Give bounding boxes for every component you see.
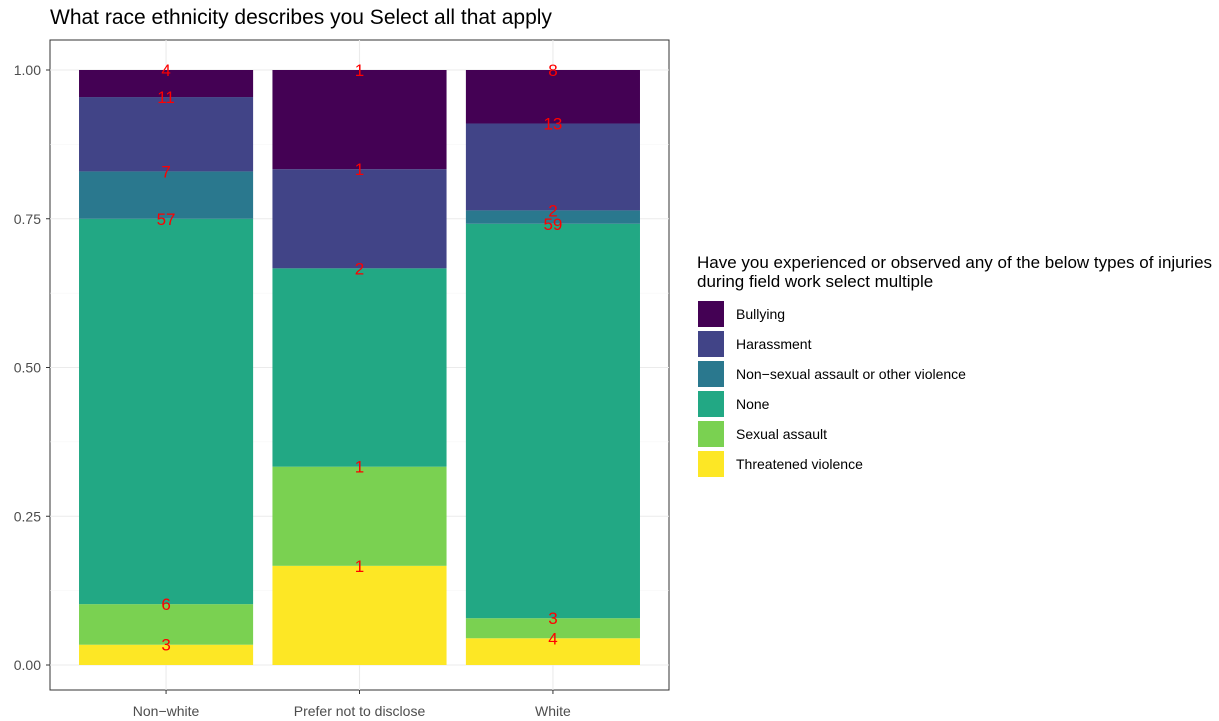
bar-segment [272, 466, 447, 566]
legend-label: Harassment [736, 336, 812, 352]
y-tick-label: 0.75 [14, 211, 41, 227]
bar-segment [79, 70, 254, 98]
legend-item: Bullying [697, 299, 1217, 329]
chart-title: What race ethnicity describes you Select… [50, 6, 552, 29]
y-tick-label: 1.00 [14, 62, 41, 78]
x-tick-label: Non−white [133, 703, 200, 719]
bar-segment [272, 70, 447, 170]
legend-key [697, 330, 725, 358]
bar-segment [465, 638, 640, 665]
legend-key [697, 450, 725, 478]
bar-segment [272, 169, 447, 269]
count-label: 2 [548, 201, 557, 220]
legend-title: Have you experienced or observed any of … [697, 253, 1213, 291]
count-label: 3 [548, 609, 557, 628]
legend-label: None [736, 396, 770, 412]
bar-segment [465, 70, 640, 124]
count-label: 4 [161, 61, 170, 80]
count-label: 7 [161, 162, 170, 181]
bar-segment [272, 565, 447, 665]
bar-segment [79, 171, 254, 219]
legend-label: Threatened violence [736, 456, 863, 472]
legend-item: None [697, 389, 1217, 419]
bar-segment [465, 223, 640, 619]
legend-key [697, 300, 725, 328]
count-label: 1 [355, 160, 364, 179]
legend-key [697, 390, 725, 418]
y-tick-label: 0.25 [14, 508, 41, 524]
bar-segment [79, 604, 254, 645]
legend-key [697, 360, 725, 388]
count-label: 6 [161, 595, 170, 614]
y-tick-label: 0.00 [14, 657, 41, 673]
count-label: 2 [355, 259, 364, 278]
bar-segment [79, 644, 254, 665]
legend-label: Bullying [736, 306, 786, 322]
legend-label: Sexual assault [736, 426, 828, 442]
bar-segment [79, 97, 254, 172]
count-label: 8 [548, 61, 557, 80]
legend-item: Harassment [697, 329, 1217, 359]
count-label: 3 [161, 636, 170, 655]
legend: Have you experienced or observed any of … [697, 253, 1217, 479]
count-label: 1 [355, 61, 364, 80]
count-label: 1 [355, 458, 364, 477]
legend-item: Sexual assault [697, 419, 1217, 449]
bar-segment [272, 268, 447, 467]
bars [79, 70, 640, 665]
count-label: 57 [157, 210, 176, 229]
count-label: 4 [548, 629, 557, 648]
legend-item: Non−sexual assault or other violence [697, 359, 1217, 389]
axes: Non−white Prefer not to disclose White 0.00… [14, 62, 571, 719]
count-label: 11 [157, 88, 175, 107]
count-label: 13 [543, 114, 562, 133]
x-tick-label: Prefer not to disclose [294, 703, 426, 719]
legend-item: Threatened violence [697, 449, 1217, 479]
x-tick-label: White [535, 703, 571, 719]
bar-segment [465, 123, 640, 211]
bar-segment [465, 210, 640, 224]
legend-key [697, 420, 725, 448]
bar-segment [465, 618, 640, 639]
y-tick-label: 0.50 [14, 360, 41, 376]
legend-items: Bullying Harassment Non−sexual assault or … [697, 299, 1217, 479]
bar-segment [79, 218, 254, 605]
legend-label: Non−sexual assault or other violence [736, 366, 966, 382]
count-label: 59 [543, 215, 562, 234]
count-label: 1 [355, 557, 364, 576]
